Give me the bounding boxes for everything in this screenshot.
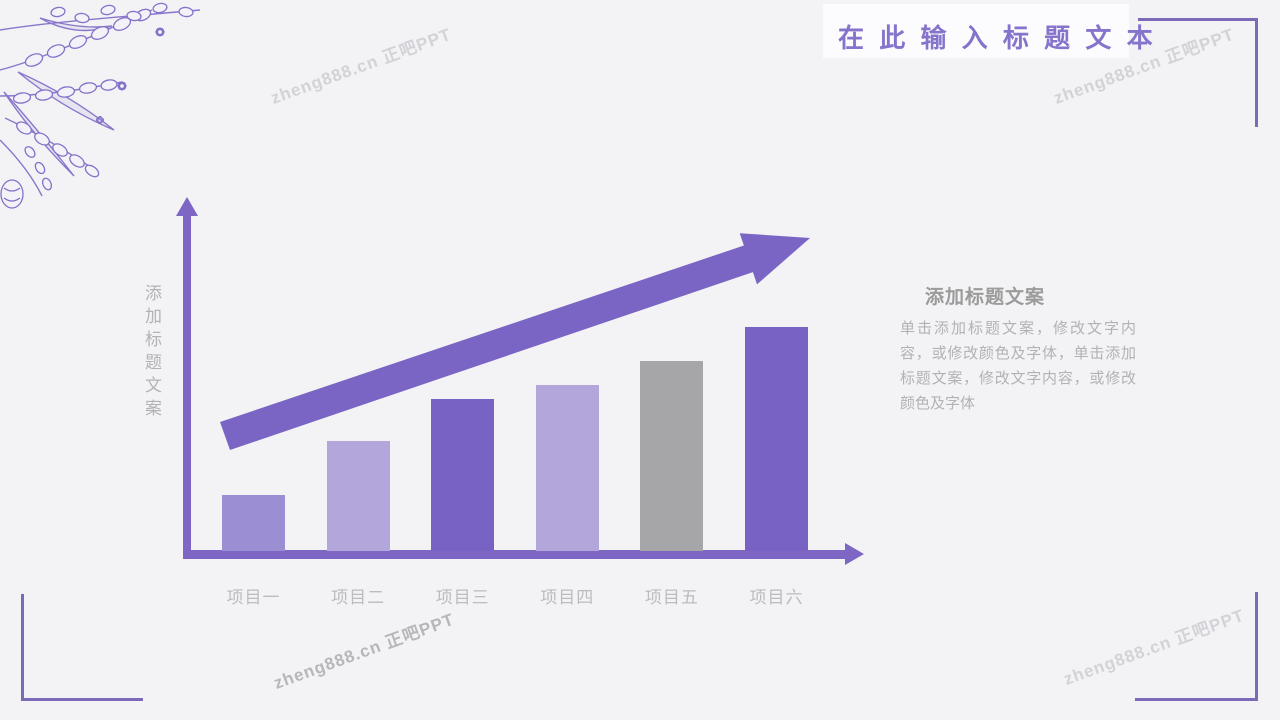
corner-bracket-top-right [1138, 18, 1258, 127]
bar-项目六[interactable] [745, 327, 808, 551]
x-tick-label: 项目二 [331, 588, 386, 607]
x-tick-label: 项目一 [226, 588, 281, 607]
x-axis-arrowhead-icon [845, 543, 864, 565]
lavender-decoration [0, 2, 201, 209]
x-axis-line [183, 550, 845, 559]
x-tick-label: 项目三 [435, 588, 490, 607]
text-block-body[interactable]: 单击添加标题文案，修改文字内容，或修改颜色及字体，单击添加标题文案，修改文字内容… [900, 320, 1136, 412]
bar-项目一[interactable] [222, 495, 285, 551]
bar-项目四[interactable] [535, 385, 599, 551]
y-axis-line [183, 214, 191, 559]
x-tick-label: 项目六 [749, 588, 804, 607]
corner-bracket-bottom-right [1135, 592, 1258, 701]
x-tick-label: 项目四 [540, 588, 595, 607]
bar-项目二[interactable] [326, 441, 390, 551]
bar-项目五[interactable] [640, 360, 704, 551]
slide-title[interactable]: 在 此 输 入 标 题 文 本 [838, 23, 1157, 53]
text-block-heading[interactable]: 添加标题文案 [925, 287, 1046, 308]
bar-项目三[interactable] [431, 398, 495, 551]
corner-bracket-bottom-left [21, 594, 143, 701]
y-axis-arrowhead-icon [176, 197, 198, 216]
watermark-top-left: zheng888.cn 正吧PPT [268, 24, 455, 108]
x-tick-label: 项目五 [644, 588, 699, 607]
title-background-box [823, 4, 1129, 58]
y-axis-label: 添加标题文案 [142, 284, 161, 422]
watermark-bottom-center: zheng888.cn 正吧PPT [271, 609, 458, 693]
